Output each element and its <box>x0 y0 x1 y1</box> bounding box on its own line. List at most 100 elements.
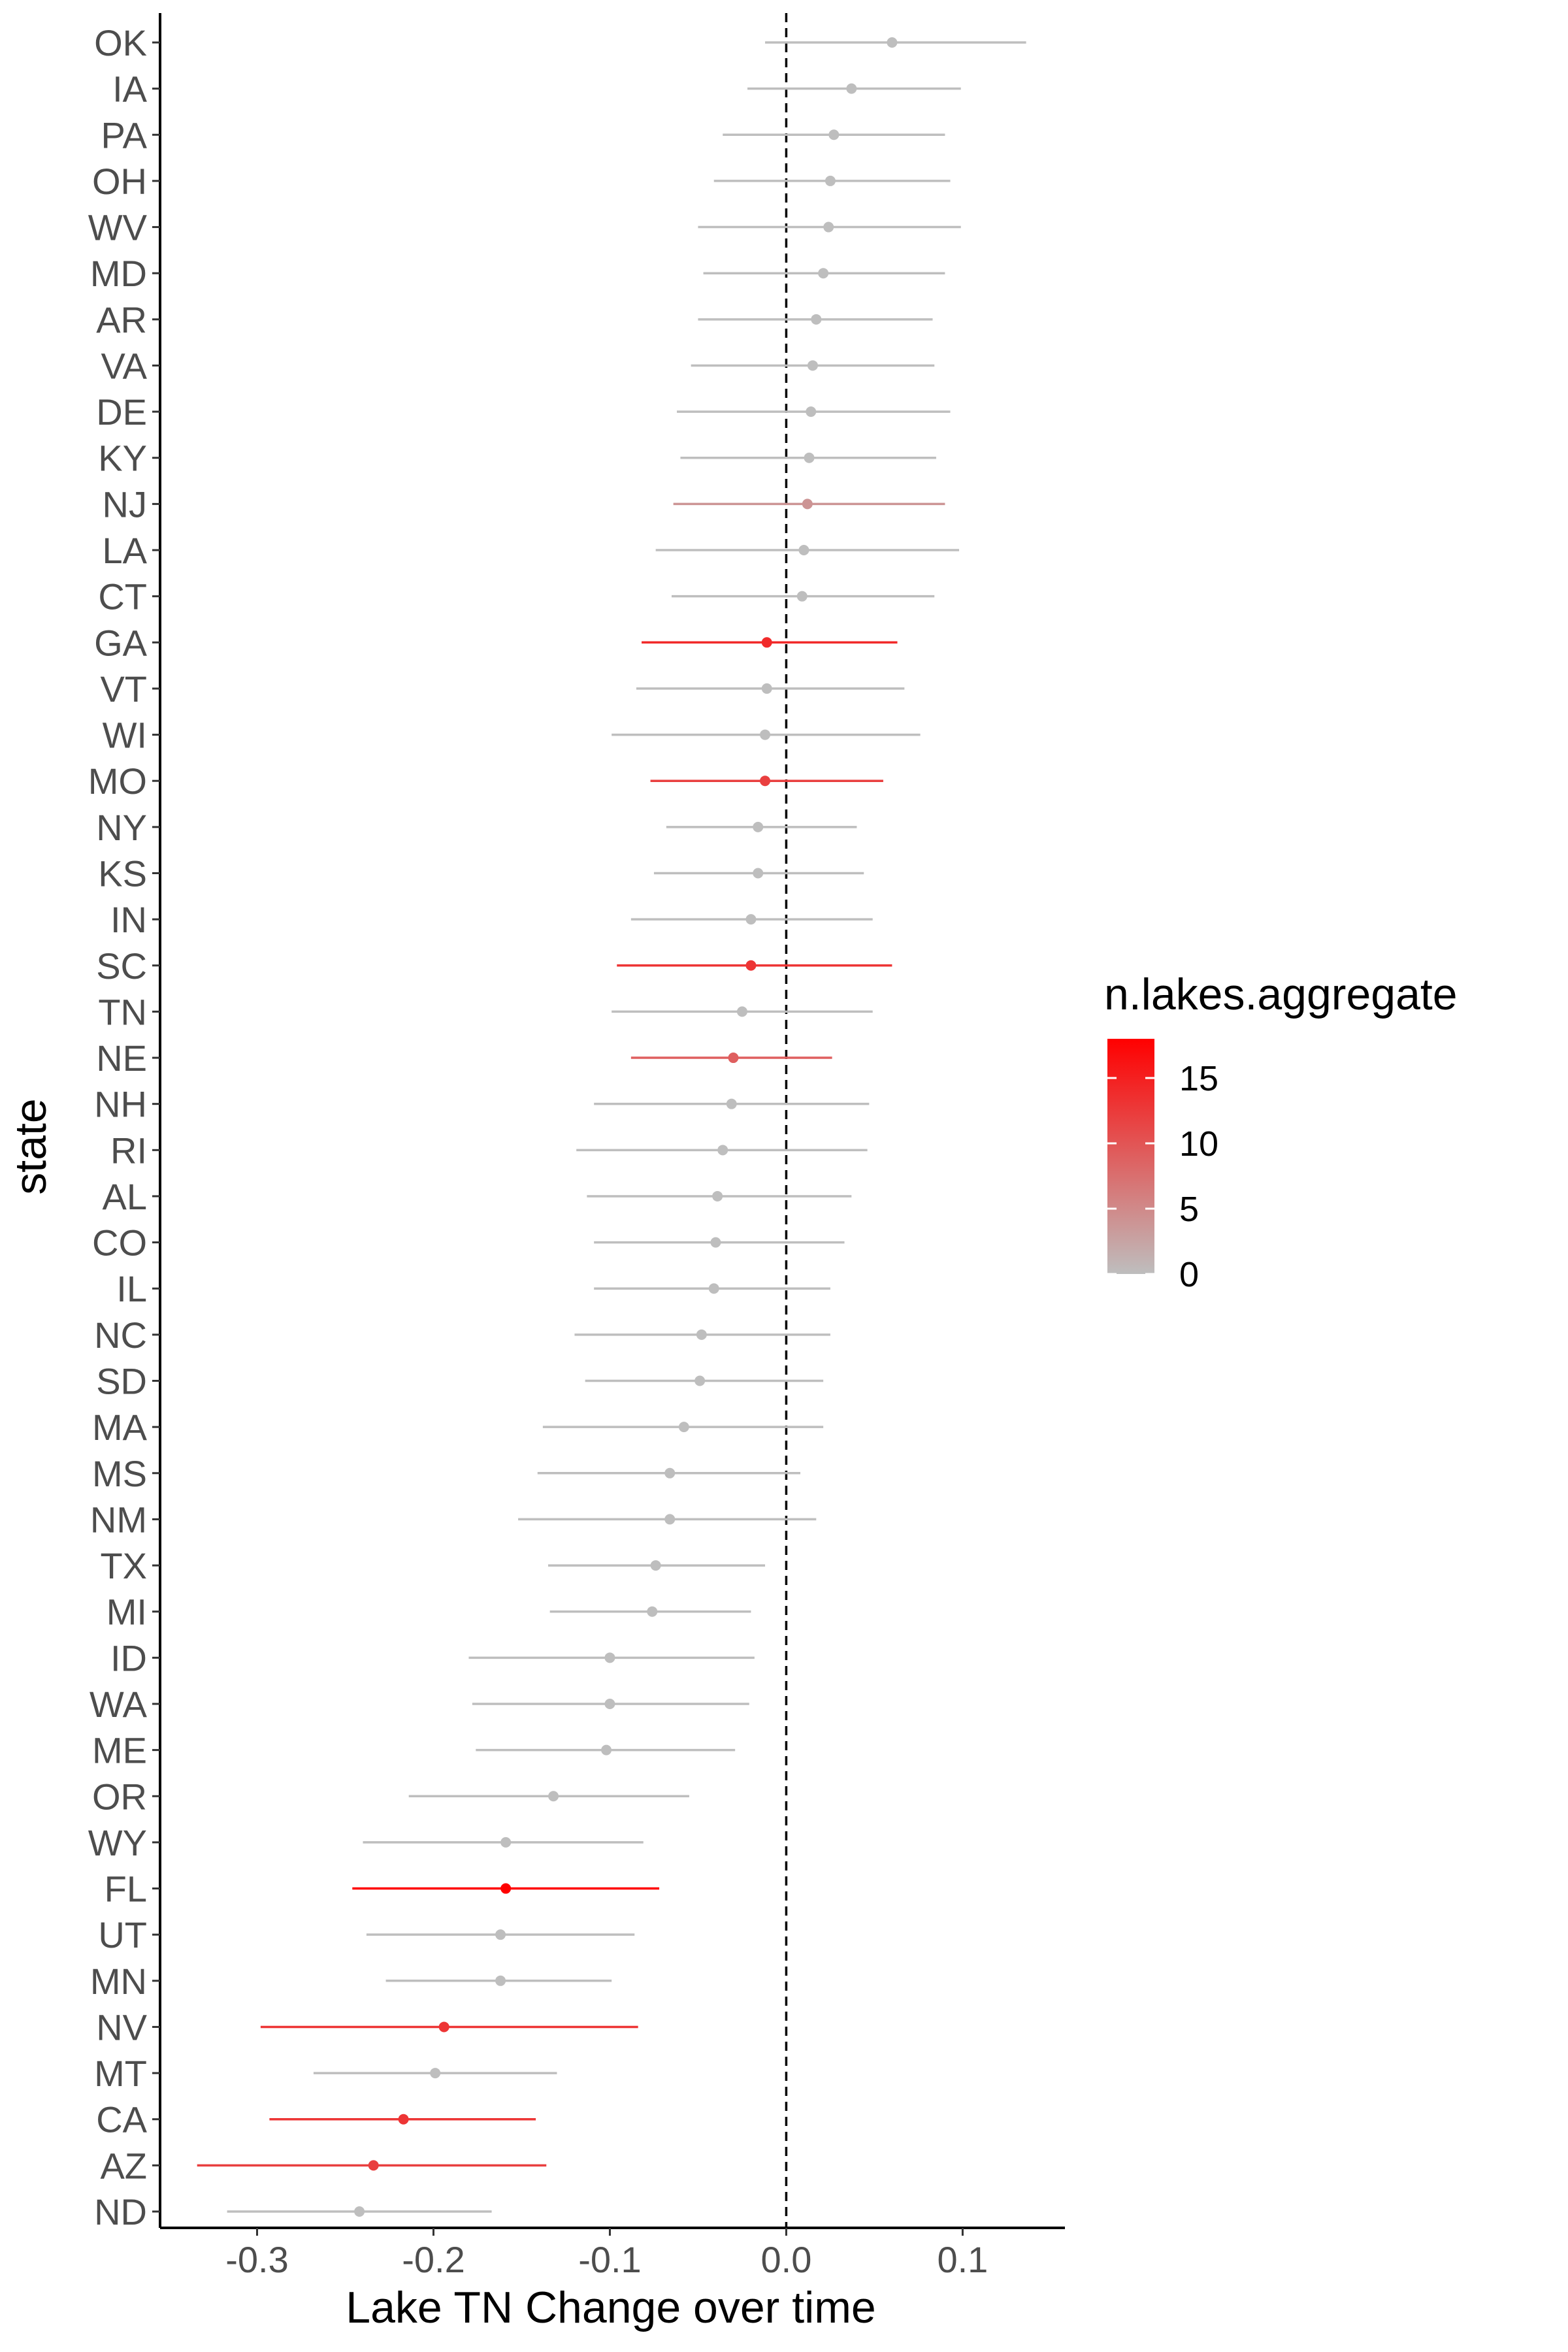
estimate-point-ms <box>664 1467 676 1478</box>
legend-title: n.lakes.aggregate <box>1104 970 1458 1019</box>
y-tick-label: GA <box>94 622 148 663</box>
estimate-point-or <box>548 1791 559 1802</box>
y-tick-label: KS <box>98 853 147 894</box>
estimate-point-al <box>712 1190 723 1201</box>
estimate-point-az <box>368 2160 379 2171</box>
x-tick-label: -0.1 <box>578 2239 642 2280</box>
estimate-point-mn <box>495 1975 506 1986</box>
estimate-point-ne <box>728 1053 739 1064</box>
y-tick-label: NV <box>96 2006 147 2048</box>
y-tick-label: MT <box>94 2053 147 2094</box>
estimate-point-tx <box>650 1560 661 1571</box>
estimate-point-sc <box>745 960 757 971</box>
y-tick-label: IL <box>116 1268 147 1309</box>
y-tick-label: LA <box>103 530 148 571</box>
legend-ticks: 0 5 10 15 <box>1107 1059 1218 1294</box>
estimate-point-ia <box>846 83 857 94</box>
y-tick-label: CA <box>96 2099 147 2140</box>
estimate-point-ks <box>753 868 764 879</box>
estimate-point-wa <box>604 1698 615 1709</box>
estimate-point-md <box>818 268 829 279</box>
y-tick-label: VT <box>100 668 147 710</box>
estimate-point-nc <box>696 1329 707 1340</box>
estimate-point-il <box>708 1283 719 1294</box>
y-tick-label: MI <box>106 1592 147 1633</box>
y-tick-label: KY <box>98 438 147 479</box>
estimate-point-co <box>710 1237 721 1248</box>
estimate-point-wi <box>760 729 771 740</box>
legend-tick-label: 0 <box>1179 1255 1199 1294</box>
estimate-point-ny <box>753 821 764 832</box>
estimate-point-ky <box>804 452 815 463</box>
y-tick-label: WA <box>90 1684 148 1725</box>
estimate-point-nd <box>354 2206 365 2217</box>
estimate-point-wy <box>500 1837 512 1848</box>
y-tick-label: PA <box>101 114 147 155</box>
y-tick-label: OK <box>94 22 147 63</box>
y-tick-label: WV <box>88 207 148 248</box>
estimate-point-nh <box>726 1098 737 1109</box>
estimate-point-id <box>604 1652 615 1663</box>
estimate-point-ca <box>398 2114 409 2125</box>
estimate-point-wv <box>823 221 834 233</box>
y-tick-label: OH <box>92 161 147 202</box>
estimate-point-tn <box>736 1006 747 1017</box>
y-tick-label: MS <box>92 1453 147 1494</box>
x-tick-label: 0.0 <box>761 2239 812 2280</box>
y-tick-label: SD <box>96 1361 147 1402</box>
y-tick-label: UT <box>98 1914 147 1955</box>
y-tick-label: AL <box>103 1176 148 1217</box>
x-tick-label: -0.3 <box>225 2239 289 2280</box>
y-tick-label: SC <box>96 945 147 987</box>
estimate-point-ma <box>678 1422 689 1433</box>
y-tick-label: IA <box>112 69 148 110</box>
y-tick-label: MO <box>88 760 147 802</box>
estimate-point-va <box>807 360 818 371</box>
y-tick-label: TX <box>100 1545 147 1586</box>
estimate-point-ga <box>761 637 772 648</box>
y-tick-label: CO <box>92 1222 147 1264</box>
y-tick-label: RI <box>110 1130 147 1171</box>
y-tick-label: NH <box>94 1084 147 1125</box>
estimate-point-la <box>798 545 809 556</box>
estimate-point-de <box>806 406 817 417</box>
y-tick-label: WI <box>103 715 147 756</box>
color-legend: n.lakes.aggregate 0 5 10 15 <box>1104 970 1458 1294</box>
y-tick-label: OR <box>92 1776 147 1817</box>
legend-tick-label: 10 <box>1179 1124 1218 1164</box>
y-tick-label: MA <box>92 1407 148 1448</box>
y-tick-label: AZ <box>100 2145 147 2186</box>
y-tick-label: ME <box>92 1730 147 1771</box>
y-tick-label: ID <box>110 1637 147 1678</box>
y-tick-label: FL <box>105 1869 147 1910</box>
estimate-point-fl <box>500 1883 512 1894</box>
estimate-point-oh <box>825 175 836 186</box>
x-tick-label: 0.1 <box>937 2239 988 2280</box>
estimate-point-me <box>601 1744 612 1756</box>
estimate-point-mt <box>430 2068 441 2079</box>
y-tick-label: IN <box>110 899 147 940</box>
estimate-point-nv <box>438 2021 449 2033</box>
legend-tick-label: 5 <box>1179 1190 1199 1229</box>
estimate-point-nj <box>802 498 813 510</box>
estimate-point-vt <box>761 683 772 694</box>
y-tick-label: MD <box>90 253 147 294</box>
estimate-point-ri <box>717 1145 728 1156</box>
y-tick-label: NM <box>90 1499 147 1540</box>
x-axis-title: Lake TN Change over time <box>346 2283 875 2332</box>
y-tick-label: VA <box>101 345 147 386</box>
y-tick-label: WY <box>88 1822 147 1863</box>
y-tick-label: NJ <box>103 483 147 525</box>
point-range-layer <box>197 37 1026 2217</box>
estimate-point-in <box>745 914 757 925</box>
y-tick-label: NC <box>94 1315 147 1356</box>
estimate-point-mo <box>760 776 771 787</box>
y-tick-label: AR <box>96 299 147 340</box>
x-tick-label: -0.2 <box>402 2239 465 2280</box>
estimate-point-sd <box>694 1375 706 1386</box>
estimate-point-pa <box>828 129 840 140</box>
estimate-point-ok <box>887 37 898 48</box>
y-axis-title: state <box>6 1098 56 1194</box>
estimate-point-mi <box>647 1606 658 1617</box>
